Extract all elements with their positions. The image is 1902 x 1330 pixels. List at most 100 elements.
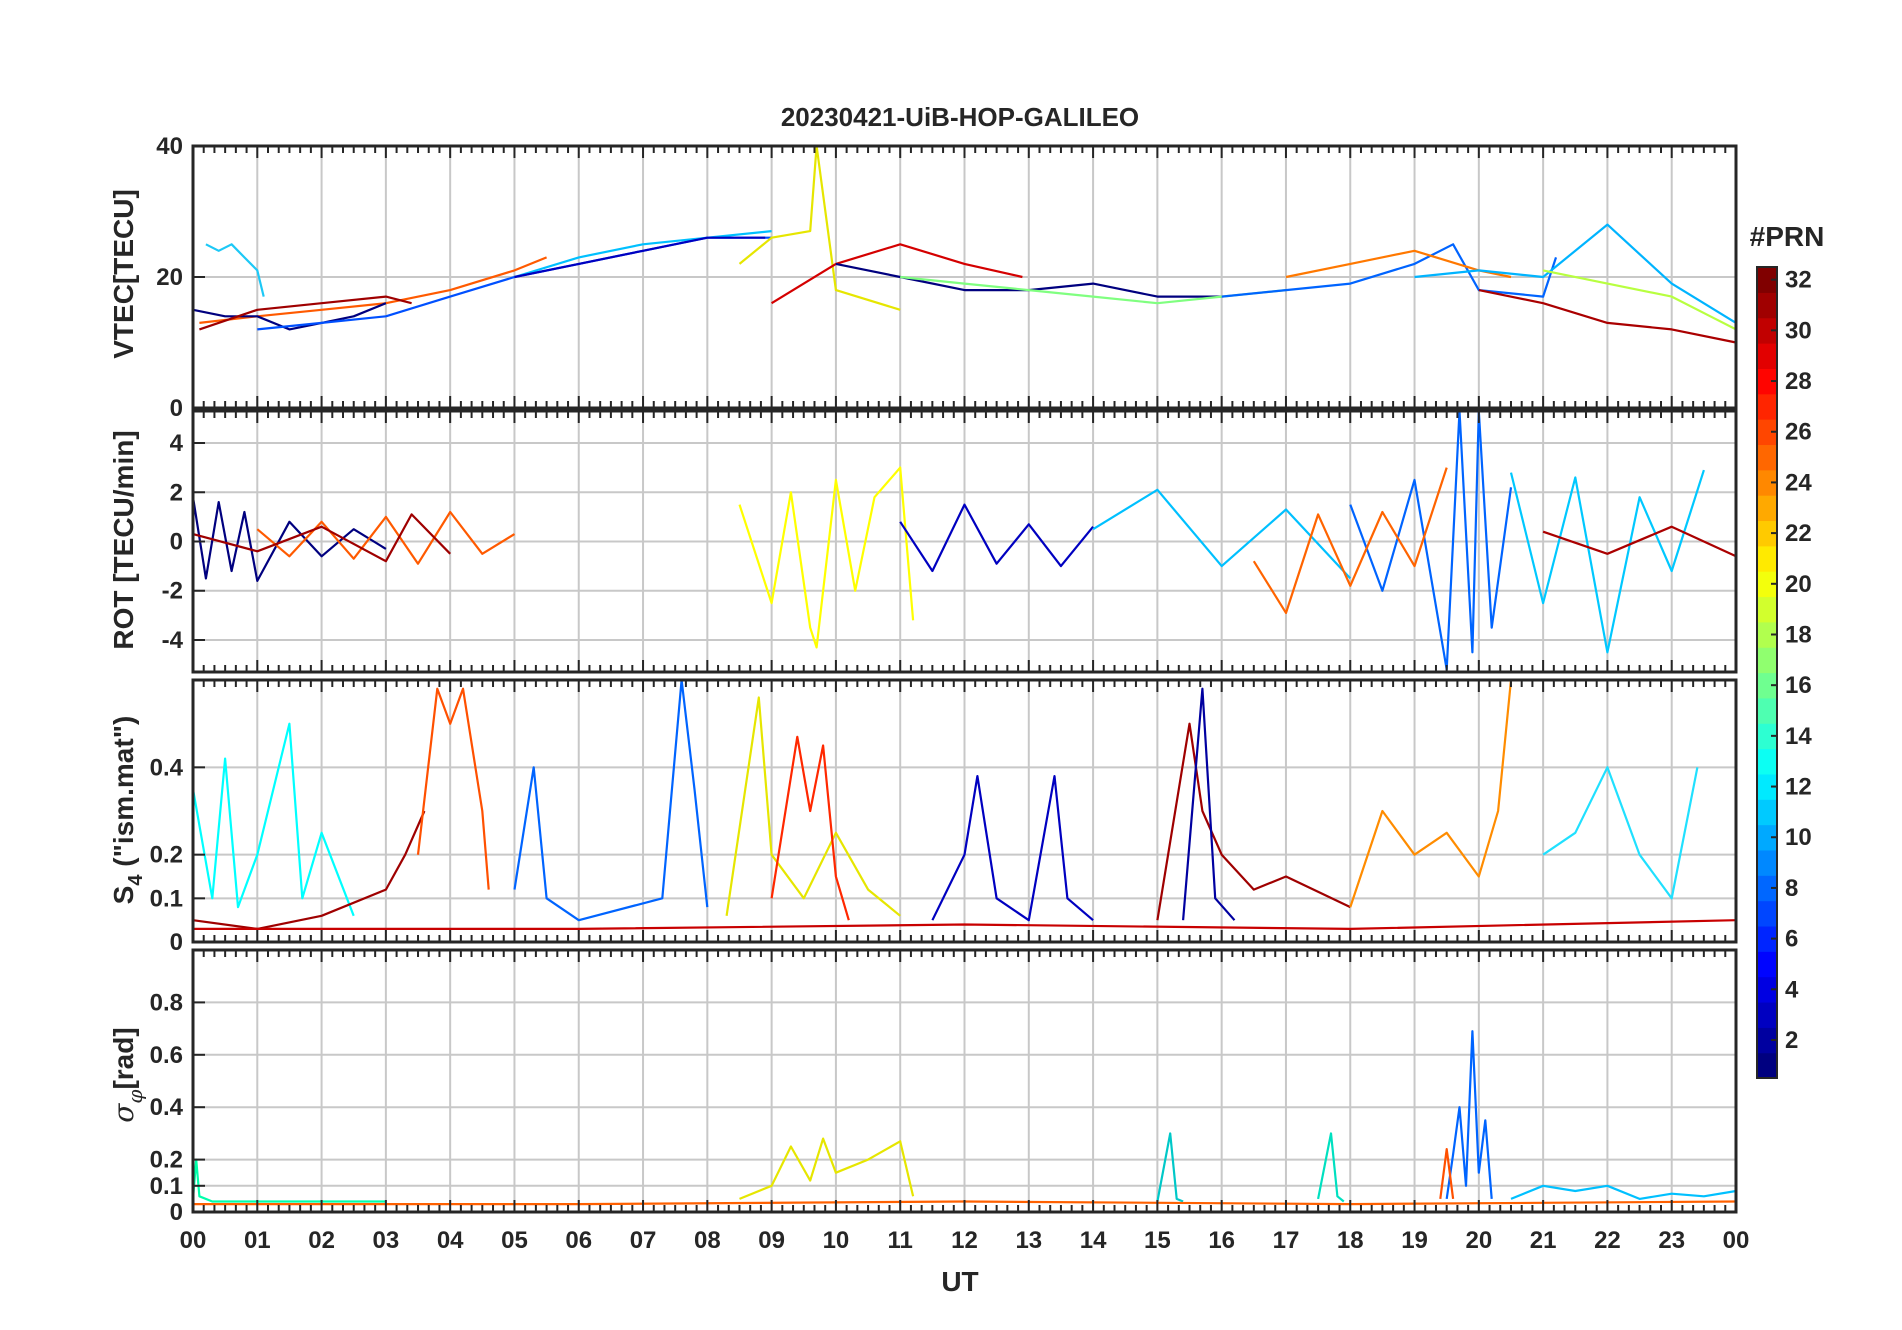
s4-ylabel: S4 ("ism.mat")	[108, 716, 147, 905]
colorbar-segment	[1757, 748, 1777, 775]
x-tick-label: 15	[1144, 1227, 1171, 1254]
y-tick-label: 4	[170, 430, 184, 457]
x-tick-label: 01	[244, 1227, 271, 1254]
colorbar-segment	[1757, 723, 1777, 750]
series-line	[738, 466, 915, 649]
y-tick-label: 0.2	[150, 842, 183, 869]
series-line	[193, 919, 1737, 931]
x-tick-label: 14	[1080, 1227, 1107, 1254]
colorbar-segment	[1757, 621, 1777, 648]
vtec-plot: 0 20 40	[156, 133, 1738, 422]
series-line	[1445, 1030, 1493, 1200]
series-line	[770, 735, 850, 921]
colorbar-segment	[1757, 900, 1777, 927]
series-line	[416, 687, 490, 890]
colorbar-tick-label: 20	[1785, 571, 1812, 598]
series-line	[725, 696, 901, 917]
y-tick-label: 0	[170, 395, 183, 422]
colorbar-segment	[1757, 925, 1777, 952]
axes-box	[191, 948, 1738, 1214]
x-tick-label: 06	[565, 1227, 592, 1254]
y-tick-label: 0.4	[150, 1094, 184, 1121]
series-line	[1349, 409, 1513, 671]
series-line	[1252, 467, 1448, 615]
colorbar-segment	[1757, 368, 1777, 395]
y-tick-label: 40	[156, 133, 183, 160]
series-line	[513, 678, 709, 922]
x-axis-label: UT	[941, 1266, 978, 1297]
colorbar-tick-label: 26	[1785, 419, 1812, 446]
colorbar-segment	[1757, 1027, 1777, 1054]
sigma-phi-ylabel: σφ[rad]	[107, 1027, 147, 1122]
x-tick-label: 03	[373, 1227, 400, 1254]
colorbar-tick-label: 16	[1785, 672, 1812, 699]
colorbar-segment	[1757, 520, 1777, 547]
colorbar-segment	[1757, 495, 1777, 522]
colorbar-tick-label: 10	[1785, 824, 1812, 851]
chart-title: 20230421-UiB-HOP-GALILEO	[781, 102, 1139, 132]
colorbar-tick-label: 22	[1785, 520, 1812, 547]
series-line	[205, 243, 265, 297]
series-line	[1092, 488, 1352, 580]
y-tick-label: 0.2	[150, 1147, 183, 1174]
x-tick-label: 10	[823, 1227, 850, 1254]
y-tick-label: 2	[170, 479, 183, 506]
colorbar-segment	[1757, 697, 1777, 724]
colorbar-tick-label: 28	[1785, 368, 1812, 395]
series-line	[199, 295, 412, 331]
series-line	[1156, 722, 1351, 921]
colorbar-tick-label: 24	[1785, 469, 1812, 496]
series-line	[192, 513, 451, 563]
series-line	[191, 1158, 386, 1203]
colorbar-segment	[1757, 292, 1777, 319]
series-line	[899, 503, 1094, 573]
series-line	[1542, 766, 1699, 900]
series-line	[1156, 1132, 1184, 1203]
colorbar-tick-label: 2	[1785, 1027, 1798, 1054]
y-tick-label: 0.4	[150, 754, 184, 781]
y-tick-label: 0	[170, 529, 183, 556]
y-tick-label: 0.8	[150, 989, 183, 1016]
panel-sigma-phi: 00.10.2 0.4 0.6 0.8 σφ[rad]	[107, 948, 1738, 1226]
colorbar-segment	[1757, 419, 1777, 446]
y-tick-label: 0	[170, 929, 183, 956]
colorbar-segment	[1757, 799, 1777, 826]
x-tick-label: 18	[1337, 1227, 1364, 1254]
s4-plot: 0 0.1 0.2 0.4	[150, 678, 1738, 956]
colorbar-segment	[1757, 343, 1777, 369]
x-tick-label: 17	[1273, 1227, 1300, 1254]
series-line	[1542, 525, 1737, 558]
x-tick-label: 08	[694, 1227, 721, 1254]
x-tick-label: 00	[1723, 1227, 1750, 1254]
series-line	[1509, 469, 1705, 654]
series-line	[1478, 289, 1737, 344]
colorbar-tick-label: 18	[1785, 621, 1812, 648]
colorbar-segment	[1757, 469, 1777, 496]
y-tick-label: -4	[162, 627, 184, 654]
x-tick-label: 07	[630, 1227, 657, 1254]
colorbar-segment	[1757, 824, 1777, 851]
colorbar-tick-label: 32	[1785, 267, 1812, 294]
colorbar-segment	[1757, 951, 1777, 978]
colorbar-segment	[1757, 393, 1777, 420]
x-axis-ticks: 00 01 02 03 04 05 06 07 08 09 10 11 12 13 14 15 16 17 18 19…	[180, 1227, 1750, 1254]
series-line	[192, 302, 387, 331]
colorbar-tick-label: 14	[1785, 723, 1812, 750]
x-tick-label: 12	[951, 1227, 978, 1254]
series-line	[739, 1137, 915, 1200]
colorbar-title: #PRN	[1750, 221, 1825, 252]
colorbar-segment	[1757, 672, 1777, 699]
x-tick-label: 22	[1594, 1227, 1621, 1254]
x-tick-label: 21	[1530, 1227, 1557, 1254]
x-tick-label: 05	[501, 1227, 528, 1254]
vtec-ylabel: VTEC[TECU]	[108, 189, 139, 359]
colorbar-segment	[1757, 849, 1777, 876]
series-line	[1182, 687, 1236, 921]
x-tick-label: 04	[437, 1227, 464, 1254]
x-tick-label: 16	[1208, 1227, 1235, 1254]
colorbar-tick-label: 12	[1785, 774, 1812, 801]
series-line	[191, 722, 355, 917]
colorbar-segment	[1757, 976, 1777, 1003]
colorbar-segment	[1757, 444, 1777, 471]
